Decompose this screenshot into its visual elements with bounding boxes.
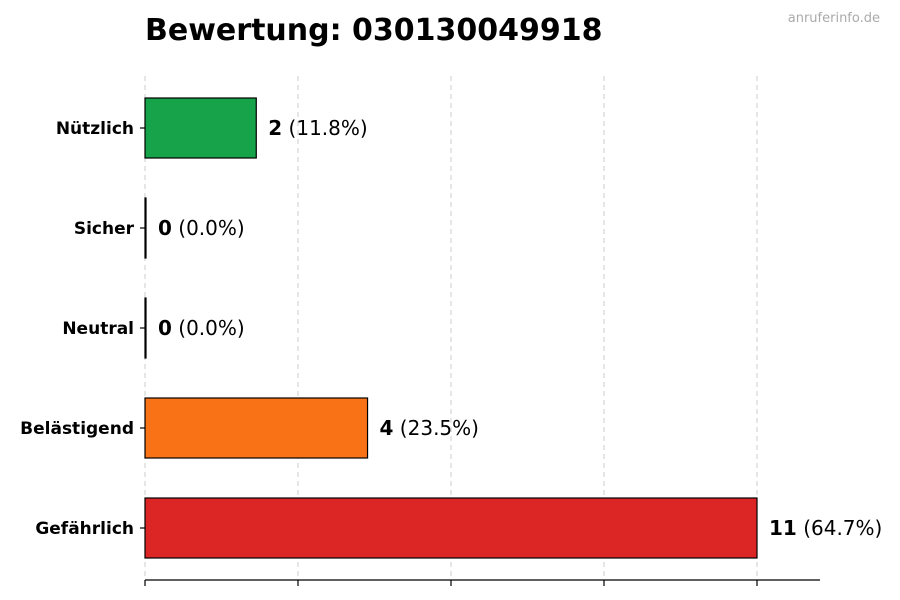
value-label: 11 (64.7%) [769, 516, 882, 540]
bar [144, 97, 257, 159]
value-count: 11 [769, 516, 797, 540]
value-label: 0 (0.0%) [158, 216, 245, 240]
category-label: Belästigend [20, 419, 134, 439]
bar [144, 497, 758, 559]
bars [144, 97, 758, 559]
value-count: 0 [158, 316, 172, 340]
value-label: 4 (23.5%) [380, 416, 479, 440]
value-label: 0 (0.0%) [158, 316, 245, 340]
category-label: Neutral [62, 319, 134, 339]
category-label: Sicher [74, 219, 135, 239]
watermark: anruferinfo.de [788, 11, 880, 26]
value-percent: (64.7%) [797, 516, 883, 540]
bar [144, 297, 147, 359]
value-count: 4 [380, 416, 394, 440]
value-label: 2 (11.8%) [268, 116, 367, 140]
category-label: Nützlich [56, 119, 134, 139]
bar [144, 397, 369, 459]
value-percent: (11.8%) [282, 116, 368, 140]
value-percent: (23.5%) [393, 416, 479, 440]
bar [144, 197, 147, 259]
value-percent: (0.0%) [172, 216, 245, 240]
value-count: 0 [158, 216, 172, 240]
value-percent: (0.0%) [172, 316, 245, 340]
axes: Nützlich 2 (11.8%) Sicher 0 (0.0%) Neutral 0 … [20, 116, 882, 586]
chart-title: Bewertung: 030130049918 [145, 13, 603, 48]
category-label: Gefährlich [35, 519, 134, 539]
value-count: 2 [268, 116, 282, 140]
